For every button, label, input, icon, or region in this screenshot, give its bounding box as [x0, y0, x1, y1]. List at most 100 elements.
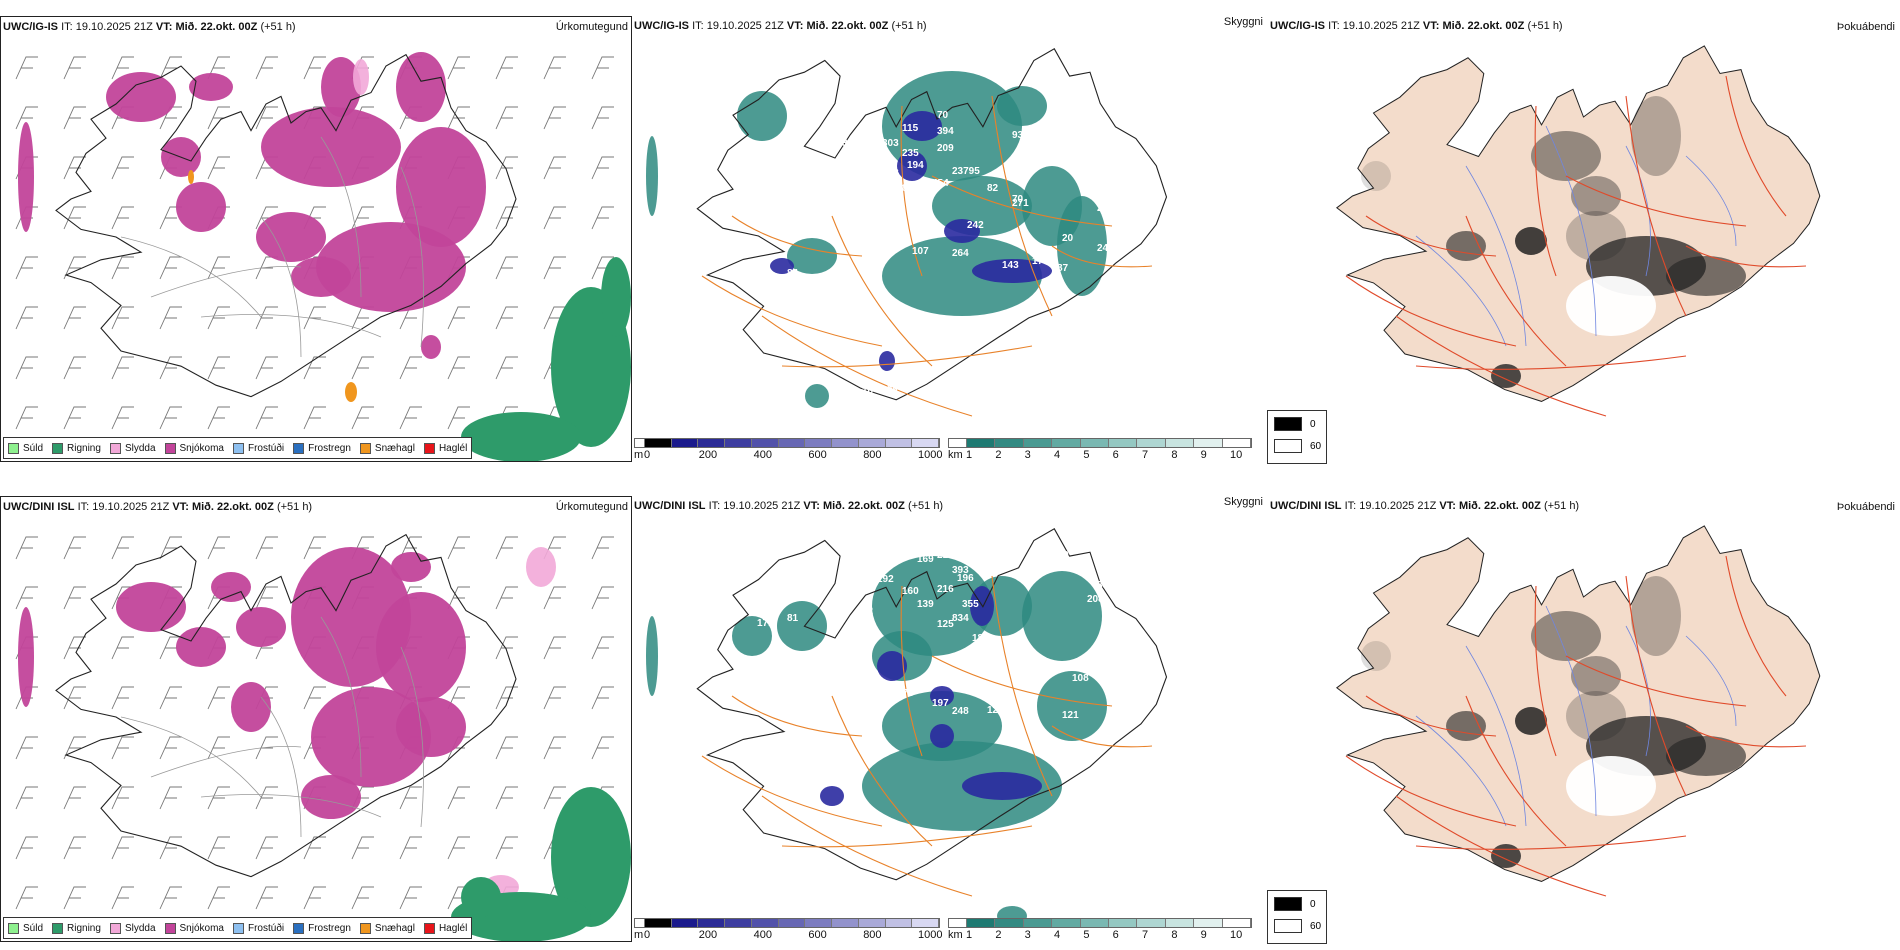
wind-barb-icon	[159, 536, 182, 560]
river-network	[1415, 605, 1737, 827]
wind-barb-icon	[111, 56, 134, 80]
cloud-base-label: 125	[937, 619, 954, 630]
legend-item: Rigning	[52, 442, 101, 454]
wind-barb-icon	[447, 836, 470, 860]
colorbar-segment	[1222, 919, 1252, 927]
colorbar-tick-label: 0	[644, 449, 651, 461]
model-name: UWC/IG-IS	[1270, 20, 1325, 32]
colorbar-tick-label: 8	[1171, 449, 1178, 461]
colorbar-tick-label: 2	[995, 929, 1002, 941]
wind-barb-icon	[495, 156, 518, 180]
cloud-base-label: 208	[987, 663, 1004, 674]
road-line	[1534, 585, 1557, 757]
colorbar-segment	[1109, 439, 1138, 447]
low-visibility-area	[732, 616, 772, 656]
wind-barb-icon	[111, 206, 134, 230]
low-visibility-area	[646, 616, 658, 696]
it-label: IT:	[77, 501, 90, 513]
cloud-base-label: 83	[902, 183, 914, 194]
wind-barb-icon	[255, 356, 278, 380]
cloud-base-label: 262	[852, 619, 869, 630]
model-name: UWC/DINI ISL	[1270, 500, 1342, 512]
snow-area	[421, 335, 441, 359]
fog-shade-area	[1666, 256, 1746, 296]
legend-swatch	[232, 442, 244, 454]
iceland-coastline	[55, 53, 517, 398]
wind-barb-icon	[447, 406, 470, 430]
wind-barb-icon	[591, 686, 614, 710]
road-line	[200, 794, 382, 818]
river-line	[1685, 635, 1737, 727]
colorbar-tick-label: 10	[1230, 449, 1243, 461]
snow-area	[291, 257, 351, 297]
fog-legend-swatch	[1274, 897, 1302, 911]
wind-barb-icon	[591, 156, 614, 180]
panel-title: Þokuábendi	[1836, 501, 1895, 513]
fog-shade-area	[1491, 364, 1521, 388]
wind-barb-icon	[63, 106, 86, 130]
cloud-base-label: 264	[952, 248, 969, 259]
wind-barb-icon	[399, 406, 422, 430]
wind-barb-icon	[591, 536, 614, 560]
wind-barb-icon	[495, 686, 518, 710]
cloud-base-label: 128	[882, 168, 899, 179]
cloud-base-label: 215	[937, 550, 954, 561]
rain-area	[461, 412, 581, 461]
panel-title: Skyggni	[1223, 496, 1263, 508]
road-line	[1565, 655, 1747, 707]
legend-item: Haglél	[423, 922, 467, 934]
colorbar-segment	[671, 919, 699, 927]
road-line	[991, 95, 1053, 317]
river-line	[1685, 155, 1737, 247]
wind-barb-icon	[159, 306, 182, 330]
colorbar-segment	[949, 439, 967, 447]
snow-area	[396, 697, 466, 757]
precip-map-bottom	[15, 533, 631, 941]
cloud-base-label: 834	[952, 613, 969, 624]
road-line	[120, 716, 262, 798]
colorbar-segment	[967, 919, 996, 927]
colorbar-segment	[778, 919, 806, 927]
colorbar-tick-label: 600	[808, 449, 827, 461]
wind-barb-icon	[159, 836, 182, 860]
colorbar-unit: km	[948, 929, 963, 941]
low-visibility-area	[787, 238, 837, 274]
colorbar-segment	[858, 439, 886, 447]
road-network	[701, 95, 1153, 417]
legend-swatch	[164, 442, 176, 454]
fog-legend-item: 0	[1274, 417, 1316, 431]
wind-barb-icon	[111, 256, 134, 280]
low-cloud-area	[897, 151, 927, 181]
colorbar-segment	[645, 439, 672, 447]
river-line	[1625, 625, 1651, 757]
colorbar-tick-label: 10	[1230, 929, 1243, 941]
panel-title: Úrkomutegund	[555, 501, 628, 513]
road-line	[120, 236, 262, 318]
river-line	[1625, 145, 1651, 277]
cloud-base-colorbar: m 0 200 400 600 800 1000	[634, 918, 942, 948]
road-line	[1685, 245, 1807, 268]
cloud-base-label: 70	[1012, 194, 1024, 205]
river-line	[1415, 715, 1507, 827]
river-line	[1415, 235, 1507, 347]
colorbar-segment	[645, 919, 672, 927]
cloud-base-label: 97	[880, 230, 892, 241]
wind-barb-icon	[15, 586, 38, 610]
road-network	[1345, 555, 1807, 897]
colorbar-tick-label: 200	[698, 449, 718, 461]
it-label: IT:	[708, 500, 721, 512]
road-line	[1685, 725, 1807, 748]
colorbar-segment	[885, 439, 913, 447]
lead-time: (+51 h)	[260, 21, 296, 33]
colorbar-tick-label: 0	[644, 929, 651, 941]
cloud-base-label: 175	[1032, 256, 1049, 267]
sleet-area	[353, 59, 369, 95]
colorbar-tick-label: 8	[1171, 929, 1178, 941]
road-line	[320, 616, 362, 778]
it-value: 19.10.2025 21Z	[723, 500, 801, 512]
fog-legend: 0 60	[1267, 890, 1327, 944]
colorbar-segment	[1023, 919, 1053, 927]
cloud-base-label: 271	[1012, 198, 1029, 209]
fog-shade-area	[1515, 227, 1547, 255]
